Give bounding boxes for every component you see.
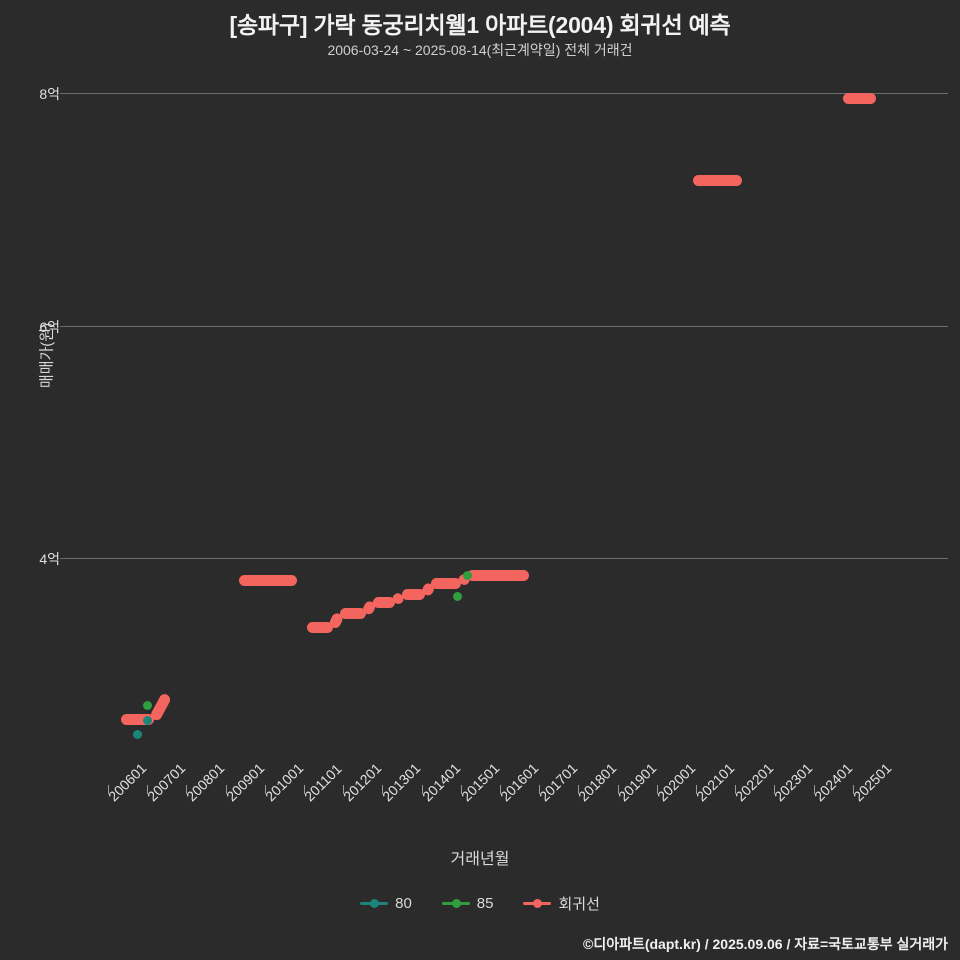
y-gridline (68, 93, 948, 94)
y-tick-mark (60, 558, 68, 559)
y-tick-label: 8억 (39, 86, 60, 102)
x-tick-mark (735, 785, 737, 794)
page-subtitle: 2006-03-24 ~ 2025-08-14(최근계약일) 전체 거래건 (327, 42, 633, 58)
x-tick-mark (617, 785, 619, 794)
legend-marker-icon (370, 898, 380, 908)
regression-line-segment (467, 569, 530, 581)
x-tick-mark (382, 785, 384, 794)
regression-line-segment (339, 608, 367, 620)
legend-line-swatch (360, 898, 389, 908)
legend-marker-icon (533, 898, 543, 908)
x-tick-mark (774, 785, 776, 794)
x-tick-mark (656, 785, 658, 794)
chart-legend: 80 85 회귀선 (0, 893, 960, 914)
regression-line-segment (121, 714, 154, 726)
x-tick-mark (343, 785, 345, 794)
footer-credit: ©디아파트(dapt.kr) / 2025.09.06 / 자료=국토교통부 실… (583, 936, 948, 952)
x-tick-mark (421, 785, 423, 794)
regression-line-segment (431, 578, 461, 590)
y-tick-mark (60, 325, 68, 327)
data-point-80 (142, 716, 152, 726)
legend-label: 80 (395, 895, 412, 912)
regression-line-segment (307, 622, 334, 634)
x-tick-mark (264, 785, 266, 794)
x-tick-mark (696, 785, 697, 794)
x-tick-mark (186, 785, 188, 794)
regression-line-segment (148, 692, 172, 723)
legend-item-80[interactable]: 80 (360, 895, 412, 912)
x-tick-mark (225, 785, 227, 794)
x-tick-mark (852, 785, 854, 794)
x-tick-mark (304, 785, 305, 794)
regression-line-segment (402, 588, 425, 600)
legend-item-회귀선[interactable]: 회귀선 (523, 893, 600, 914)
y-gridline (68, 325, 948, 327)
data-point-85 (142, 701, 152, 711)
data-point-85 (453, 591, 463, 601)
y-tick-label: 6억 (39, 318, 60, 335)
page-title: [송파구] 가락 동궁리치웰1 아파트(2004) 회귀선 예측 (229, 12, 731, 38)
legend-line-swatch (441, 898, 470, 908)
legend-label: 85 (476, 895, 494, 912)
regression-line-segment (692, 174, 742, 186)
y-tick-label: 4억 (39, 551, 60, 567)
x-tick-mark (147, 785, 149, 794)
regression-line-segment (238, 574, 298, 586)
data-point-85 (462, 570, 472, 580)
y-axis-title: 매매가(원) (38, 322, 56, 389)
legend-label: 회귀선 (558, 896, 600, 913)
x-tick-mark (539, 785, 541, 794)
x-tick-mark (108, 785, 109, 794)
x-tick-mark (813, 785, 815, 794)
regression-line-segment (843, 93, 876, 105)
x-tick-mark (500, 785, 501, 794)
legend-line-swatch (523, 898, 552, 908)
x-tick-mark (578, 785, 580, 794)
x-axis-title: 거래년월 (450, 851, 510, 868)
y-gridline (68, 558, 948, 559)
legend-marker-icon (451, 898, 461, 908)
x-tick-mark (460, 785, 462, 794)
y-tick-mark (60, 93, 68, 94)
plot-area (68, 70, 948, 785)
regression-line-segment (372, 596, 396, 608)
data-point-80 (132, 730, 142, 740)
legend-item-85[interactable]: 85 (441, 895, 494, 912)
